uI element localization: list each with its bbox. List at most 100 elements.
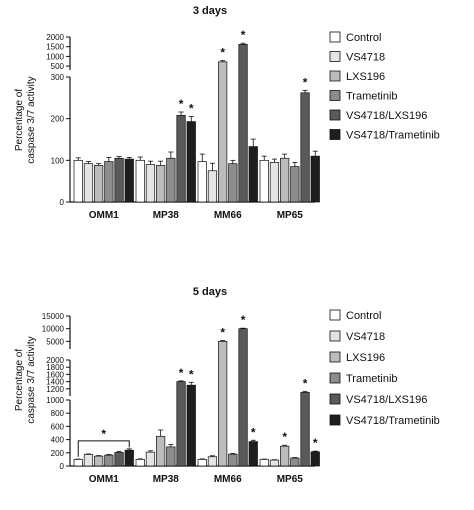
bar [124, 158, 134, 203]
bar [176, 381, 186, 467]
bar [269, 162, 280, 203]
category-label: MP38 [153, 210, 180, 221]
y-tick-label: 500 [51, 62, 65, 71]
bar [228, 453, 238, 467]
bar [310, 451, 320, 467]
legend-swatch [329, 31, 341, 43]
y-tick-label: 400 [51, 436, 65, 445]
y-tick-label: 2000 [46, 33, 64, 42]
bar [186, 121, 196, 203]
y-tick-label: 1000 [46, 396, 64, 405]
y-tick-label: 200 [51, 449, 65, 458]
category-label: MM66 [214, 474, 242, 485]
legend-label: Trametinib [346, 373, 398, 385]
legend-swatch [329, 51, 341, 62]
y-tick-label: 1200 [46, 385, 64, 394]
significance-star: * [220, 326, 225, 340]
bar [290, 166, 300, 203]
significance-star: * [251, 425, 256, 439]
bar [104, 161, 114, 203]
legend-label: LXS196 [346, 352, 385, 364]
bar [238, 328, 248, 467]
y-tick-label: 300 [51, 73, 65, 82]
bar [228, 163, 238, 203]
legend-swatch [329, 330, 341, 342]
bar [176, 114, 186, 203]
bar [269, 459, 280, 467]
bar [248, 441, 258, 467]
bar [300, 92, 310, 203]
y-tick-label: 2000 [46, 356, 64, 365]
significance-star: * [313, 436, 318, 450]
bar [104, 454, 114, 467]
legend-label: Control [346, 310, 381, 322]
y-tick-label: 1600 [46, 370, 64, 379]
y-tick-label: 0 [60, 462, 65, 471]
y-tick-label: 200 [51, 115, 65, 124]
y-tick-label: 0 [60, 198, 65, 207]
legend-swatch [329, 393, 341, 405]
y-tick-label: 1500 [46, 43, 64, 52]
category-label: OMM1 [89, 210, 119, 221]
legend-swatch [329, 90, 341, 101]
significance-star: * [179, 366, 184, 380]
y-axis-label-line2: caspase 3/7 activity [26, 336, 37, 423]
legend-label: Trametinib [346, 91, 398, 103]
category-label: MP38 [153, 474, 180, 485]
significance-star: * [303, 75, 308, 89]
bar [124, 449, 134, 467]
category-label: OMM1 [89, 474, 119, 485]
significance-star: * [220, 46, 225, 60]
category-label: MP65 [277, 474, 304, 485]
significance-star: * [189, 102, 194, 116]
bar [197, 459, 207, 467]
legend-label: LXS196 [346, 71, 385, 83]
significance-star: * [179, 97, 184, 111]
bar [259, 459, 269, 467]
bar [248, 146, 258, 203]
bar [207, 456, 218, 467]
bar [290, 457, 300, 467]
bar [114, 452, 124, 467]
legend-swatch [329, 351, 341, 363]
legend-label: Control [346, 32, 381, 44]
legend-label: VS4718/LXS196 [346, 394, 427, 406]
legend-label: VS4718 [346, 331, 385, 343]
bracket-star: * [101, 427, 106, 441]
chart-title: 3 days [193, 5, 227, 17]
significance-star: * [189, 367, 194, 381]
y-tick-label: 1000 [46, 52, 64, 61]
bar [238, 44, 248, 203]
y-tick-label: 15000 [42, 312, 65, 321]
bar [135, 459, 145, 467]
bar [94, 455, 104, 467]
bar [145, 164, 156, 203]
bar [83, 454, 94, 467]
bar [135, 159, 145, 203]
y-tick-label: 1400 [46, 378, 64, 387]
bar [73, 459, 83, 467]
bar [156, 435, 166, 467]
y-tick-label: 5000 [46, 337, 64, 346]
significance-star: * [282, 430, 287, 444]
significance-bracket [77, 440, 130, 457]
legend-swatch [329, 372, 341, 384]
chart-title: 5 days [193, 286, 227, 298]
bar [207, 170, 218, 203]
significance-star: * [241, 28, 246, 42]
y-tick-label: 800 [51, 409, 65, 418]
bar [259, 159, 269, 203]
bar [280, 157, 290, 203]
legend-label: VS4718/Trametinib [346, 130, 440, 142]
y-axis-label-line1: Percentage of [14, 89, 25, 151]
significance-star: * [241, 313, 246, 327]
bar [156, 164, 166, 203]
bar [300, 392, 310, 467]
y-axis-label-line1: Percentage of [14, 349, 25, 411]
y-tick-label: 1800 [46, 363, 64, 372]
bar [218, 61, 228, 203]
legend-label: VS4718 [346, 52, 385, 64]
bar [166, 157, 176, 203]
